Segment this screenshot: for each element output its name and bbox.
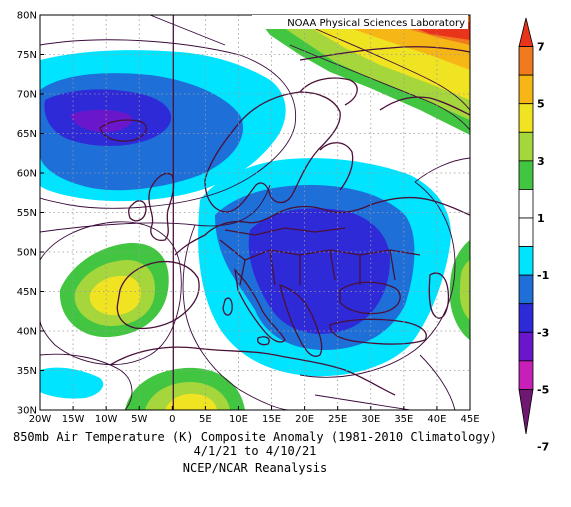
colorbar-segment: [518, 17, 534, 47]
longitude-label: 35E: [394, 414, 413, 425]
colorbar-segment: [518, 131, 534, 162]
longitude-label: 10E: [229, 414, 248, 425]
latitude-labels: 30N 35N 40N 45N 50N 55N 60N 65N 70N 75N 80N: [17, 11, 44, 417]
colorbar-label: -3: [537, 326, 549, 339]
longitude-label: 15E: [262, 414, 281, 425]
longitude-label: 20W: [29, 414, 52, 425]
colorbar-segment: [518, 189, 534, 219]
colorbar-segment: [518, 360, 534, 390]
latitude-label: 80N: [17, 11, 37, 22]
caption-dates: 4/1/21 to 4/10/21: [194, 444, 317, 458]
longitude-label: 5E: [199, 414, 212, 425]
colorbar-segment: [518, 160, 534, 190]
longitude-label: 40E: [427, 414, 446, 425]
latitude-label: 60N: [17, 169, 37, 180]
latitude-label: 40N: [17, 327, 37, 338]
latitude-label: 75N: [17, 50, 37, 61]
colorbar-segment: [518, 217, 534, 247]
colorbar-segment: [518, 331, 534, 362]
colorbar-labels: 7 5 3 1 -1 -3 -5 -7: [537, 41, 549, 454]
south-warm-yellow: [165, 393, 217, 410]
colorbar-label: -1: [537, 269, 549, 282]
colorbar-segment: [518, 389, 534, 435]
sw-cold-cyan: [40, 367, 104, 399]
colorbar-label: 1: [537, 212, 545, 225]
colorbar-label: -7: [537, 441, 549, 454]
graticule: [40, 15, 470, 410]
colorbar-segment: [518, 103, 534, 133]
iberia-warm-yellow: [89, 275, 141, 316]
colorbar-label: 7: [537, 41, 545, 54]
longitude-label: 5W: [131, 414, 147, 425]
latitude-label: 35N: [17, 366, 37, 377]
latitude-label: 70N: [17, 90, 37, 101]
east-warm-lime: [460, 260, 470, 320]
longitude-labels: 20W 15W 10W 5W 0 5E 10E 15E 20E 25E 30E 35E 40E 45E: [29, 406, 480, 425]
colorbar: [518, 17, 534, 435]
longitude-label: 15W: [62, 414, 85, 425]
europe-cold-indigo: [248, 208, 390, 334]
colorbar-segment: [518, 246, 534, 276]
colorbar-segment: [518, 46, 534, 76]
colorbar-label: -5: [537, 383, 549, 396]
caption-title: 850mb Air Temperature (K) Composite Anom…: [13, 430, 497, 444]
latitude-label: 50N: [17, 248, 37, 259]
colorbar-segment: [518, 303, 534, 333]
atlantic-cold-purple: [70, 109, 132, 133]
longitude-label: 25E: [328, 414, 347, 425]
latitude-label: 30N: [17, 406, 37, 417]
watermark-box: [252, 15, 468, 29]
latitude-label: 55N: [17, 208, 37, 219]
colorbar-label: 3: [537, 155, 545, 168]
watermark-text: NOAA Physical Sciences Laboratory: [287, 18, 465, 29]
contour-lines: [40, 15, 470, 410]
longitude-label: 20E: [295, 414, 314, 425]
caption-source: NCEP/NCAR Reanalysis: [183, 461, 328, 475]
longitude-label: 0: [169, 414, 175, 425]
latitude-label: 65N: [17, 129, 37, 140]
longitude-label: 45E: [460, 414, 479, 425]
colorbar-segment: [518, 74, 534, 105]
colorbar-label: 5: [537, 98, 545, 111]
coastlines: [99, 46, 470, 396]
colorbar-segment: [518, 274, 534, 305]
latitude-label: 45N: [17, 287, 37, 298]
longitude-label: 10W: [95, 414, 118, 425]
longitude-label: 30E: [361, 414, 380, 425]
